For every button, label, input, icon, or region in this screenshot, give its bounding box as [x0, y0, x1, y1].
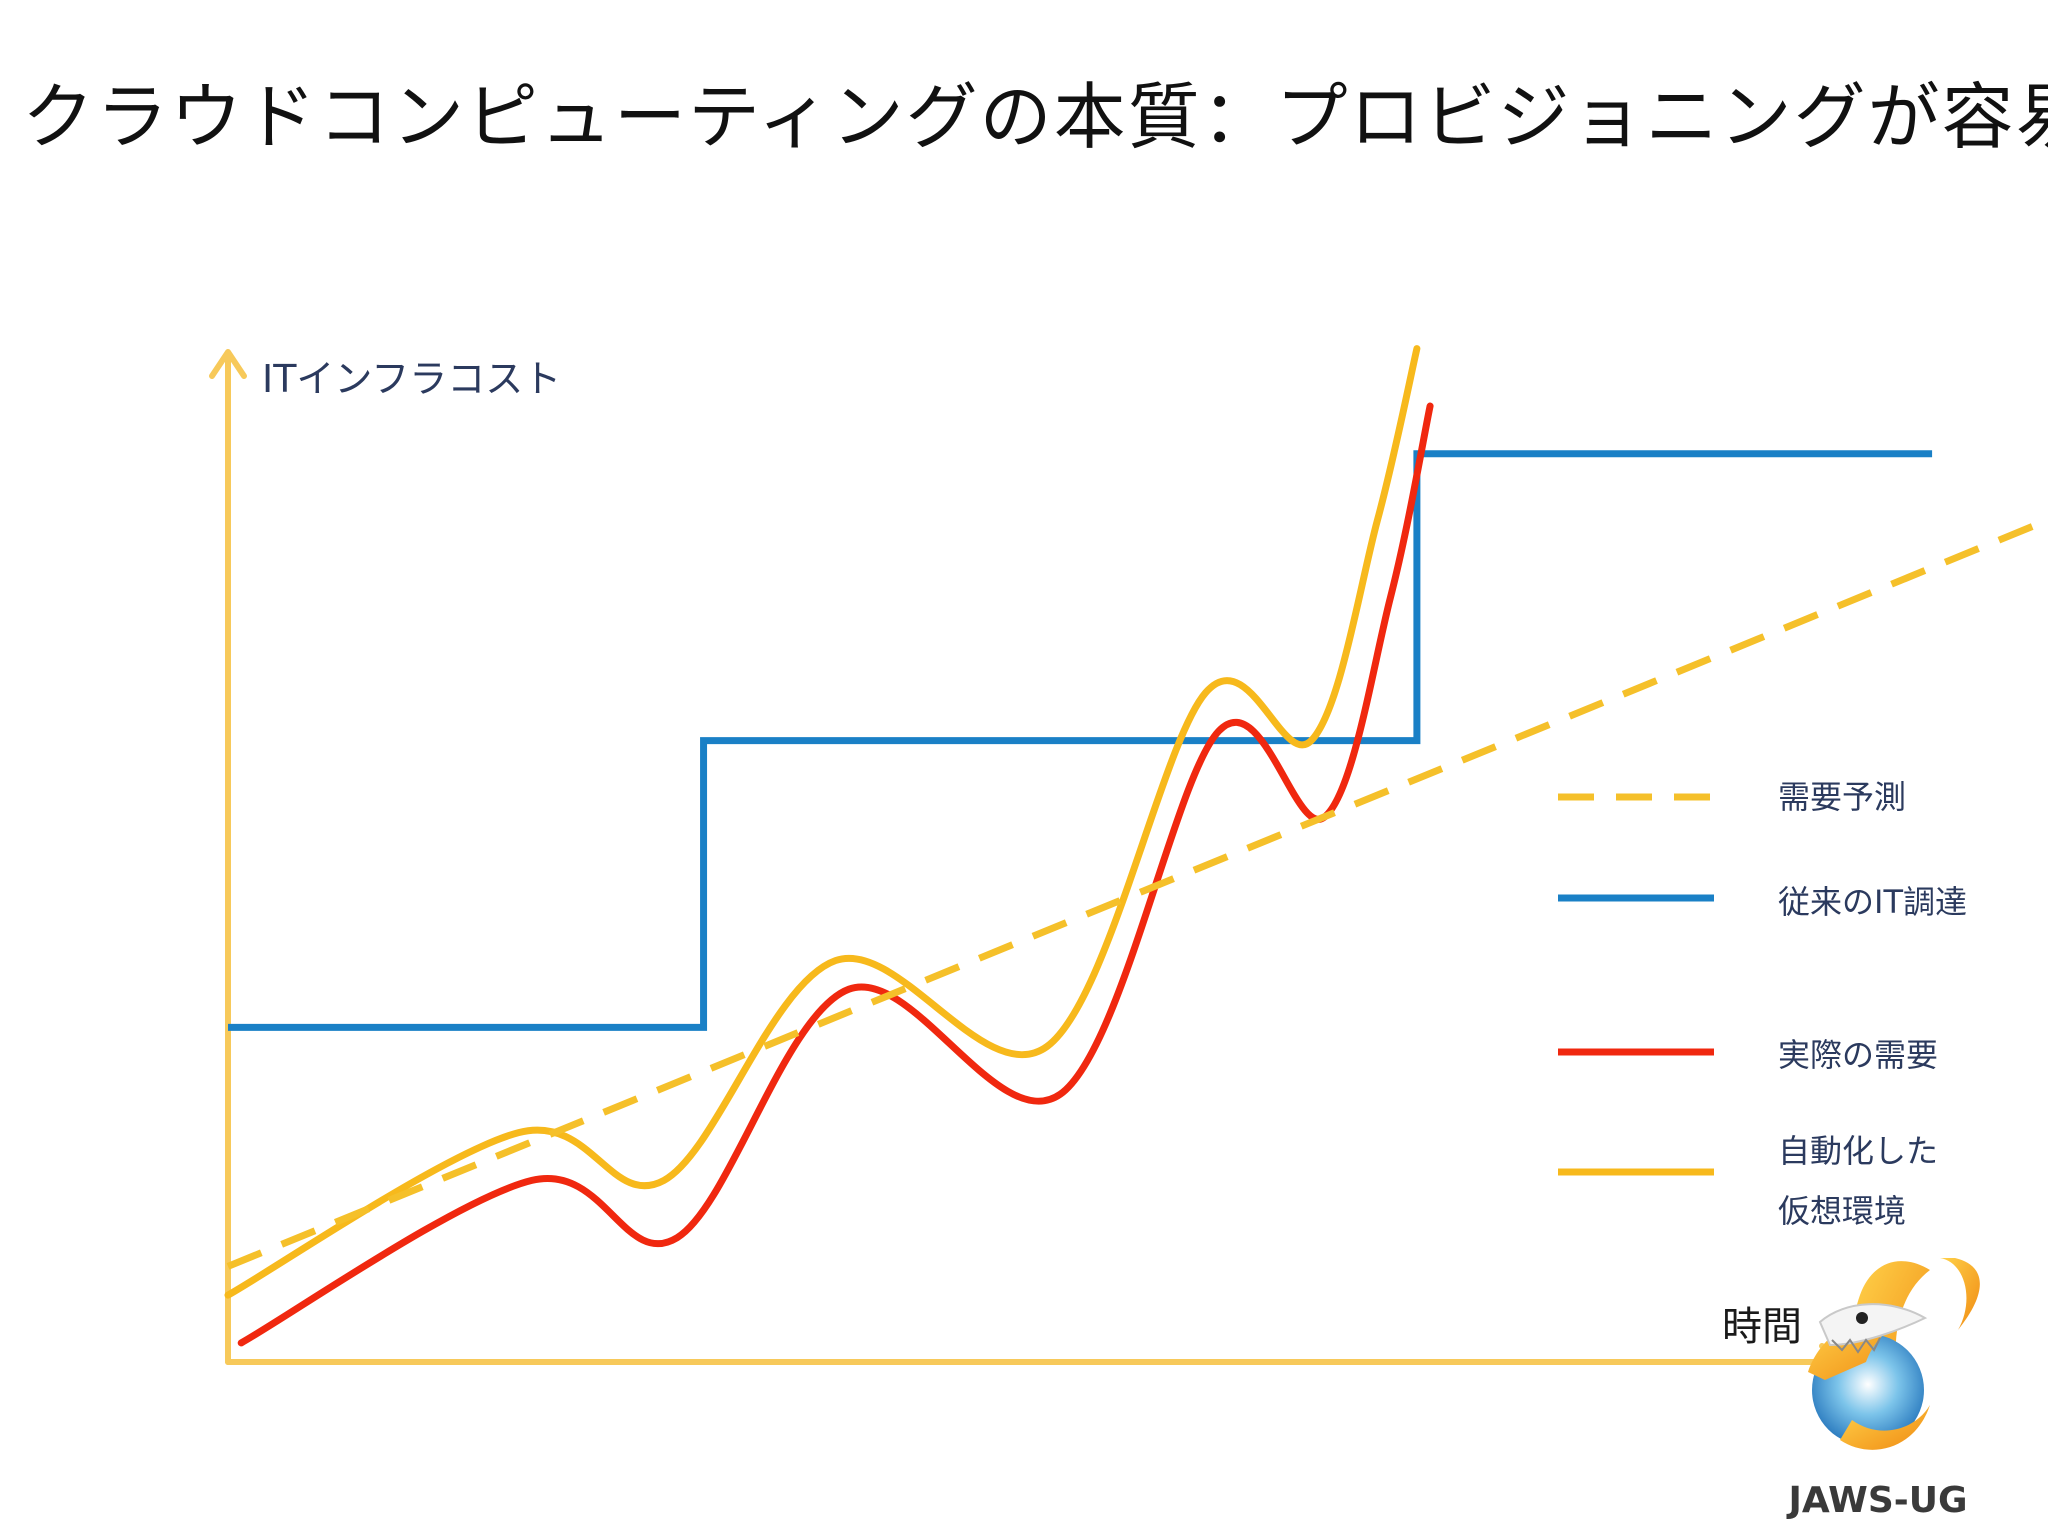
shark-icon — [1808, 1258, 1980, 1450]
x-axis-label: 時間 — [1722, 1304, 1802, 1350]
y-axis-label: ITインフラコスト — [262, 357, 561, 401]
axes — [209, 349, 1849, 1381]
series-automated-line — [224, 345, 1421, 1299]
legend-label-automated-2: 仮想環境 — [1778, 1192, 1906, 1230]
y-axis-arrow — [209, 349, 247, 379]
legend-label-traditional: 従来のIT調達 — [1778, 883, 1967, 921]
series-layer — [224, 345, 2048, 1347]
series-traditional-line — [228, 450, 1933, 1031]
page-title: クラウドコンピューティングの本質：プロビジョニングが容易 — [22, 75, 2048, 159]
series-actual-line — [237, 402, 1434, 1347]
logo-text: JAWS-UG — [1786, 1480, 1968, 1521]
legend-label-forecast: 需要予測 — [1778, 778, 1906, 816]
series-forecast-line — [226, 516, 2048, 1270]
legend-label-actual: 実際の需要 — [1778, 1036, 1938, 1074]
legend-label-automated-1: 自動化した — [1778, 1132, 1938, 1170]
jaws-ug-logo: JAWS-UG — [1786, 1258, 1980, 1521]
